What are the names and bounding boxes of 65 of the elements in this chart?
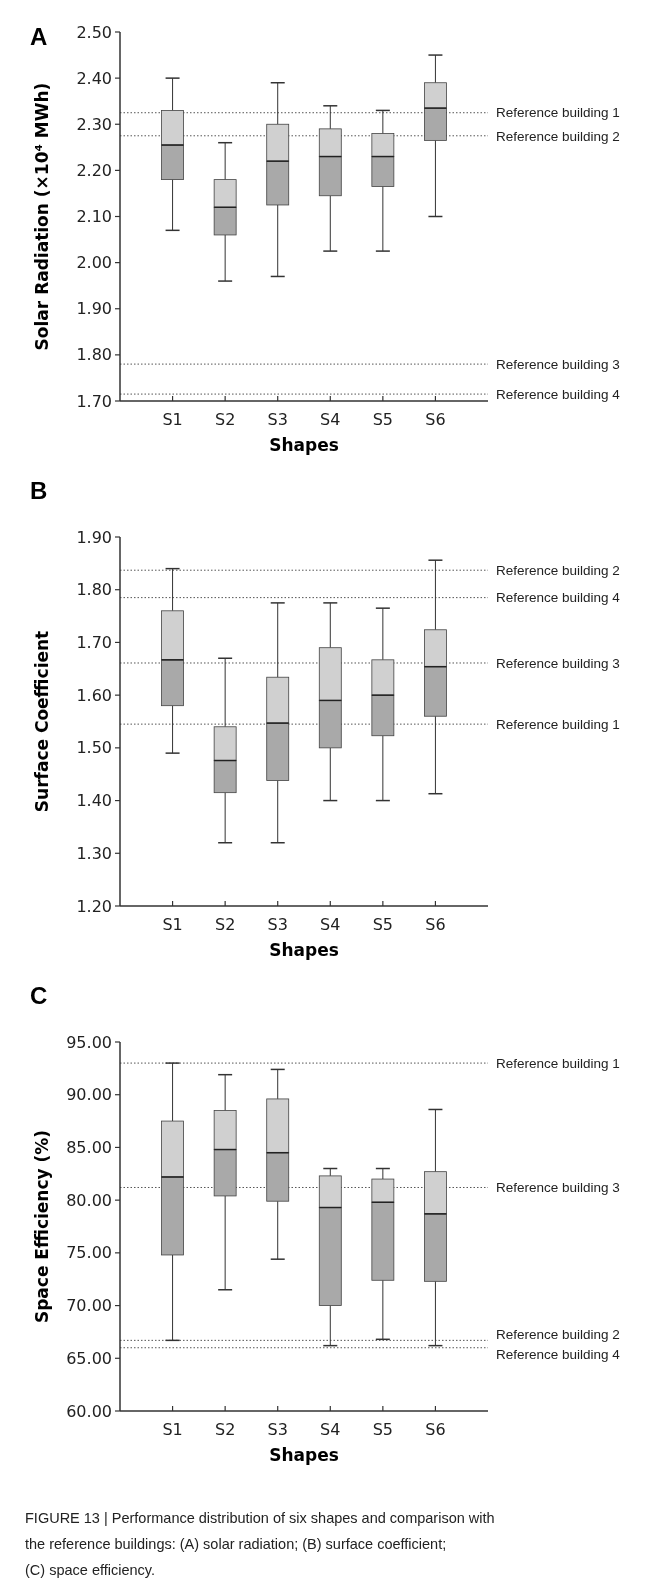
ref-line-label: Reference building 3 xyxy=(496,356,620,372)
y-tick-label: 2.40 xyxy=(76,68,112,88)
y-tick-label: 2.20 xyxy=(76,160,112,180)
y-tick-label: 1.70 xyxy=(76,633,112,653)
x-tick-label: S2 xyxy=(214,915,236,934)
y-tick-label: 75.00 xyxy=(66,1243,112,1263)
caption: FIGURE 13 | Performance distribution of six shapes and comparison with the reference buildings: (A) solar radiation; (B) surface coefficient; (C) space efficiency. xyxy=(25,1510,495,1578)
x-tick-label: S3 xyxy=(267,410,288,429)
x-tick-label: S6 xyxy=(425,410,446,429)
ref-line-label: Reference building 2 xyxy=(496,562,620,578)
y-tick-label: 90.00 xyxy=(66,1085,112,1105)
y-tick-label: 1.30 xyxy=(76,843,112,863)
y-tick-label: 2.00 xyxy=(76,253,112,273)
y-tick-label: 70.00 xyxy=(66,1296,112,1316)
y-tick-label: 1.50 xyxy=(76,738,112,758)
ref-line-label: Reference building 1 xyxy=(496,1055,620,1071)
y-tick-label: 95.00 xyxy=(66,1032,112,1052)
ref-line-label: Reference building 1 xyxy=(496,716,620,732)
x-axis-title: Shapes xyxy=(269,940,339,960)
ref-line-label: Reference building 2 xyxy=(496,1326,620,1342)
y-axis-title: Surface Coefficient xyxy=(32,630,52,813)
y-tick-label: 1.80 xyxy=(76,345,112,365)
y-axis-title: Solar Radiation (×10⁴ MWh) xyxy=(32,82,52,351)
x-tick-label: S1 xyxy=(162,410,183,429)
x-tick-label: S4 xyxy=(320,410,341,429)
x-tick-label: S1 xyxy=(162,915,183,934)
x-tick-label: S1 xyxy=(162,1420,183,1439)
ref-line-label: Reference building 2 xyxy=(496,128,620,144)
x-axis-title: Shapes xyxy=(269,435,339,455)
y-tick-label: 1.20 xyxy=(76,896,112,916)
chart-title: B xyxy=(30,477,48,504)
y-tick-label: 1.90 xyxy=(76,527,112,547)
x-tick-label: S4 xyxy=(320,915,341,934)
x-axis-title: Shapes xyxy=(269,1445,339,1465)
y-tick-label: 1.90 xyxy=(76,299,112,319)
y-tick-label: 2.10 xyxy=(76,207,112,227)
y-tick-label: 2.50 xyxy=(76,22,112,42)
y-tick-label: 1.60 xyxy=(76,685,112,705)
ref-line-label: Reference building 3 xyxy=(496,1180,620,1196)
y-axis-title: Space Efficiency (%) xyxy=(32,1129,52,1324)
x-tick-label: S2 xyxy=(214,1420,236,1439)
chart-title: C xyxy=(30,982,48,1009)
ref-line-label: Reference building 4 xyxy=(496,590,621,606)
x-tick-label: S4 xyxy=(320,1420,341,1439)
x-tick-label: S5 xyxy=(372,410,394,429)
y-tick-label: 1.80 xyxy=(76,580,112,600)
chart-title: A xyxy=(30,23,48,50)
x-tick-label: S6 xyxy=(425,915,446,934)
ref-line-label: Reference building 1 xyxy=(496,105,620,121)
ref-line-label: Reference building 3 xyxy=(496,655,620,671)
x-tick-label: S3 xyxy=(267,915,288,934)
y-tick-label: 80.00 xyxy=(66,1190,112,1210)
y-tick-label: 1.70 xyxy=(76,391,112,411)
x-tick-label: S5 xyxy=(372,1420,394,1439)
x-tick-label: S6 xyxy=(425,1420,446,1439)
y-tick-label: 1.40 xyxy=(76,791,112,811)
y-tick-label: 85.00 xyxy=(66,1138,112,1158)
x-tick-label: S2 xyxy=(214,410,236,429)
y-tick-label: 2.30 xyxy=(76,114,112,134)
y-tick-label: 65.00 xyxy=(66,1348,112,1368)
ref-line-label: Reference building 4 xyxy=(496,386,621,402)
x-tick-label: S3 xyxy=(267,1420,288,1439)
x-tick-label: S5 xyxy=(372,915,394,934)
ref-line-label: Reference building 4 xyxy=(496,1346,621,1362)
y-tick-label: 60.00 xyxy=(66,1401,112,1421)
